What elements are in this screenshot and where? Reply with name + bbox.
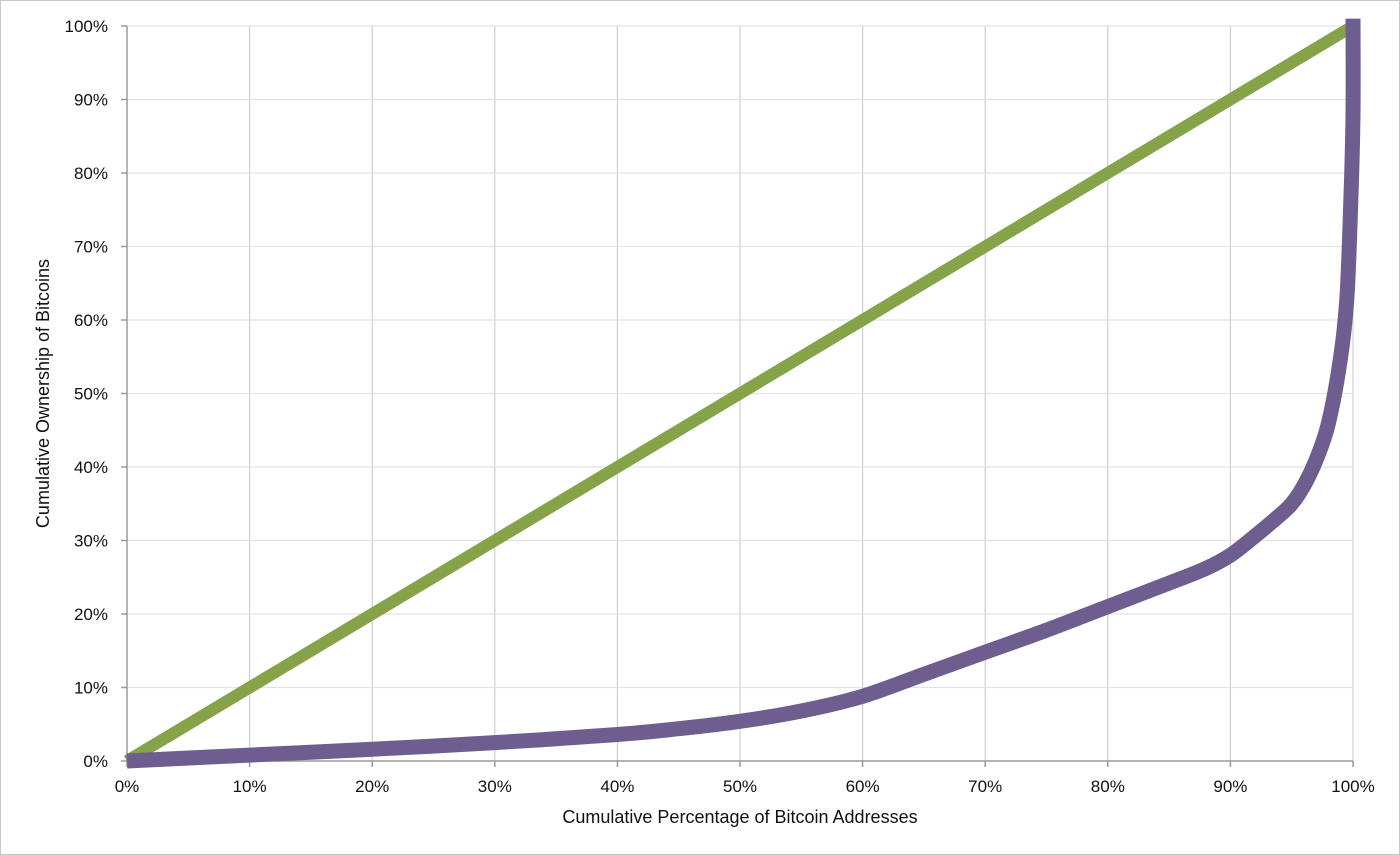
y-tick-label: 70% [74,238,108,257]
y-tick-label: 10% [74,679,108,698]
y-axis-title: Cumulative Ownership of Bitcoins [33,259,53,528]
x-tick-label: 20% [355,777,389,796]
axes [121,25,1354,767]
x-tick-label: 60% [846,777,880,796]
x-tick-label: 10% [233,777,267,796]
y-tick-label: 30% [74,532,108,551]
y-tick-label: 90% [74,91,108,110]
y-tick-label: 40% [74,458,108,477]
distribution-curve [126,18,1361,769]
grid [127,25,1354,761]
y-tick-label: 60% [74,311,108,330]
x-tick-label: 30% [478,777,512,796]
x-tick-label: 40% [600,777,634,796]
y-tick-label: 20% [74,605,108,624]
y-tick-label: 50% [74,385,108,404]
equality-line [123,20,1357,767]
y-tick-label: 100% [65,17,108,36]
x-axis-title: Cumulative Percentage of Bitcoin Address… [562,807,917,827]
x-tick-label: 70% [968,777,1002,796]
x-tick-label: 80% [1091,777,1125,796]
x-tick-label: 0% [115,777,140,796]
x-tick-label: 50% [723,777,757,796]
tick-labels: 0% 10% 20% 30% 40% 50% 60% 70% 80% 90% 100% 0% 10% 20… [65,17,1375,796]
y-tick-label: 0% [83,752,108,771]
x-tick-label: 100% [1331,777,1374,796]
x-tick-label: 90% [1213,777,1247,796]
series-layer [123,18,1361,769]
y-tick-label: 80% [74,164,108,183]
